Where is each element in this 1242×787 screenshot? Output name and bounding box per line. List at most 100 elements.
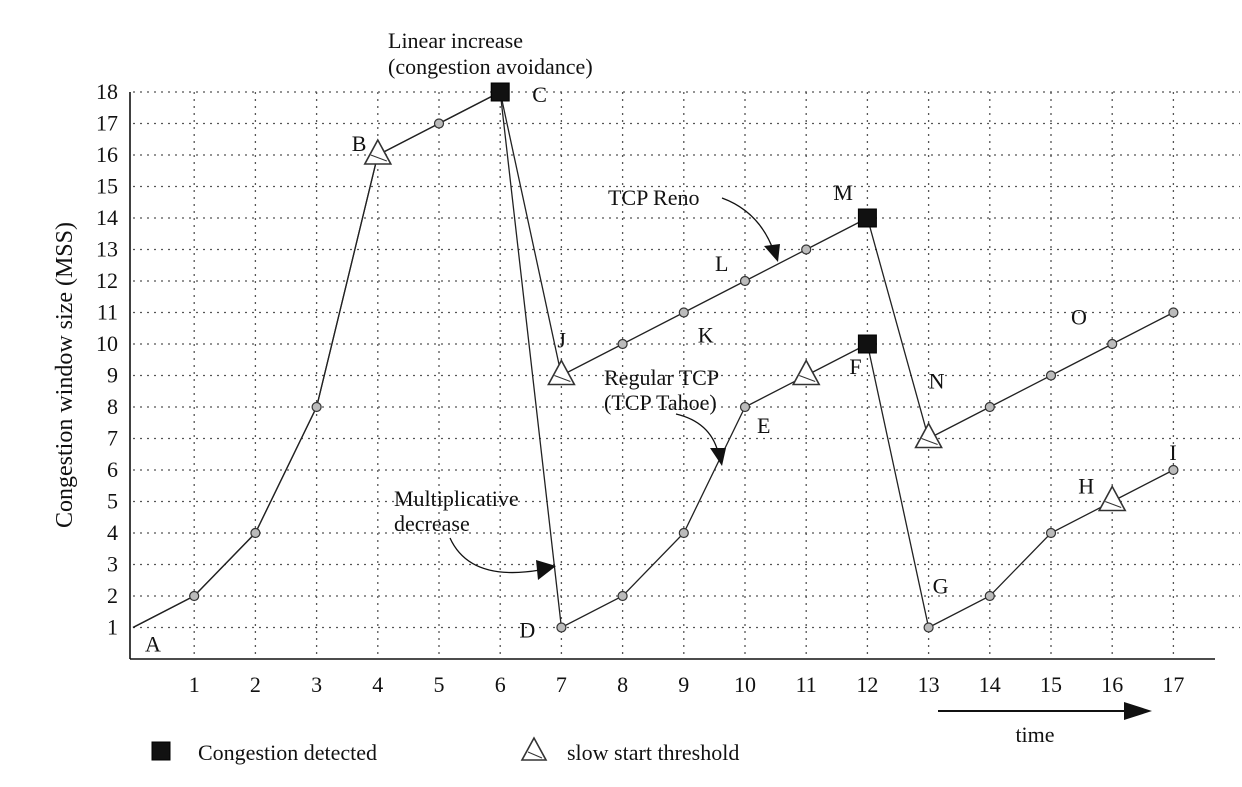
legend-congestion-square-icon: [151, 741, 171, 761]
data-point: [1045, 527, 1057, 539]
y-tick-label: 3: [107, 552, 118, 577]
point-label: I: [1169, 440, 1176, 465]
point-label: H: [1078, 474, 1094, 499]
y-tick-label: 7: [107, 426, 118, 451]
data-point: [678, 307, 689, 318]
annotation-regular-tcp-line2: (TCP Tahoe): [604, 390, 717, 415]
x-tick-label: 13: [918, 672, 940, 697]
y-tick-label: 18: [96, 79, 118, 104]
point-labels: A B C D E F G H I J K L M N O: [145, 82, 1177, 657]
data-point: [556, 622, 567, 633]
annotation-multiplicative-line1: Multiplicative: [394, 486, 519, 511]
data-point: [739, 275, 751, 287]
time-axis-indicator: time: [938, 702, 1152, 747]
data-point: [1045, 370, 1057, 381]
regular-tcp-arrowhead: [710, 448, 726, 466]
x-tick-label: 15: [1040, 672, 1062, 697]
x-tick-label: 10: [734, 672, 756, 697]
x-tick-label: 6: [495, 672, 506, 697]
data-point: [311, 401, 322, 413]
threshold-triangle-icon: [914, 421, 943, 449]
y-tick-label: 11: [97, 300, 118, 325]
y-tick-label: 9: [107, 363, 118, 388]
data-point: [678, 527, 689, 539]
threshold-triangle-icon: [791, 358, 821, 386]
markers: [189, 82, 1179, 633]
time-arrowhead: [1124, 702, 1152, 720]
series: [132, 90, 1174, 629]
data-point: [617, 338, 628, 350]
annotation-linear-increase: Linear increase (congestion avoidance): [388, 28, 593, 79]
tcp-reno-arrowhead: [764, 244, 780, 262]
data-point: [984, 590, 995, 602]
y-tick-label: 16: [96, 142, 118, 167]
point-label: L: [715, 251, 728, 276]
threshold-triangle-icon: [1097, 484, 1127, 512]
x-axis-label: time: [1015, 722, 1054, 747]
x-tick-label: 12: [856, 672, 878, 697]
x-tick-label: 3: [311, 672, 322, 697]
annotation-linear-increase-line2: (congestion avoidance): [388, 54, 593, 79]
data-point: [617, 590, 628, 602]
point-label: E: [757, 413, 770, 438]
data-point: [250, 527, 261, 539]
multiplicative-arrow: [449, 537, 541, 574]
axes: [129, 92, 1215, 660]
congestion-square-icon: [857, 334, 877, 354]
point-label: O: [1071, 305, 1087, 330]
data-point: [984, 401, 995, 413]
x-tick-label: 16: [1101, 672, 1123, 697]
y-axis-label: Congestion window size (MSS): [52, 222, 78, 528]
regular-tcp-arrow: [675, 413, 719, 453]
y-tick-label: 1: [107, 615, 118, 640]
congestion-square-icon: [490, 82, 510, 102]
data-point: [1107, 338, 1118, 350]
point-label: F: [849, 354, 861, 379]
annotation-tcp-reno-text: TCP Reno: [608, 185, 699, 210]
legend-congestion-label: Congestion detected: [198, 740, 377, 765]
tcp-reno-arrow: [721, 197, 775, 253]
y-tick-label: 2: [107, 583, 118, 608]
x-tick-label: 14: [979, 672, 1001, 697]
series-line-tcp-tahoe: [132, 90, 1174, 629]
series-line-tcp-reno: [132, 91, 1174, 629]
x-tick-label: 1: [189, 672, 200, 697]
x-tick-label: 9: [678, 672, 689, 697]
legend: Congestion detected slow start threshold: [151, 736, 739, 765]
y-tick-label: 4: [107, 520, 118, 545]
data-point: [923, 622, 934, 633]
data-point: [189, 590, 200, 602]
x-tick-label: 17: [1162, 672, 1184, 697]
annotation-regular-tcp-line1: Regular TCP: [604, 365, 719, 390]
point-label: B: [352, 131, 367, 156]
point-label: G: [933, 574, 949, 599]
x-tick-label: 8: [617, 672, 628, 697]
point-label: A: [145, 632, 161, 657]
threshold-triangle-icon: [547, 358, 576, 386]
data-point: [1168, 464, 1179, 476]
point-label: D: [519, 618, 535, 643]
y-tick-label: 5: [107, 489, 118, 514]
point-label: N: [929, 369, 945, 394]
y-tick-label: 12: [96, 268, 118, 293]
data-point: [801, 244, 812, 255]
y-tick-label: 15: [96, 174, 118, 199]
y-tick-label: 13: [96, 237, 118, 262]
x-tick-label: 5: [434, 672, 445, 697]
threshold-triangle-icon: [363, 138, 393, 165]
congestion-square-icon: [857, 208, 877, 228]
annotation-tcp-reno: TCP Reno: [608, 185, 780, 262]
data-point: [433, 118, 445, 129]
point-label: K: [698, 323, 714, 348]
data-point: [739, 401, 751, 413]
y-tick-label: 17: [96, 111, 118, 136]
annotation-multiplicative-decrease: Multiplicative decrease: [394, 486, 556, 580]
annotation-linear-increase-line1: Linear increase: [388, 28, 523, 53]
x-tick-label: 4: [372, 672, 383, 697]
x-tick-label: 2: [250, 672, 261, 697]
legend-threshold-label: slow start threshold: [567, 740, 739, 765]
data-point: [1168, 307, 1179, 318]
annotation-multiplicative-line2: decrease: [394, 511, 470, 536]
